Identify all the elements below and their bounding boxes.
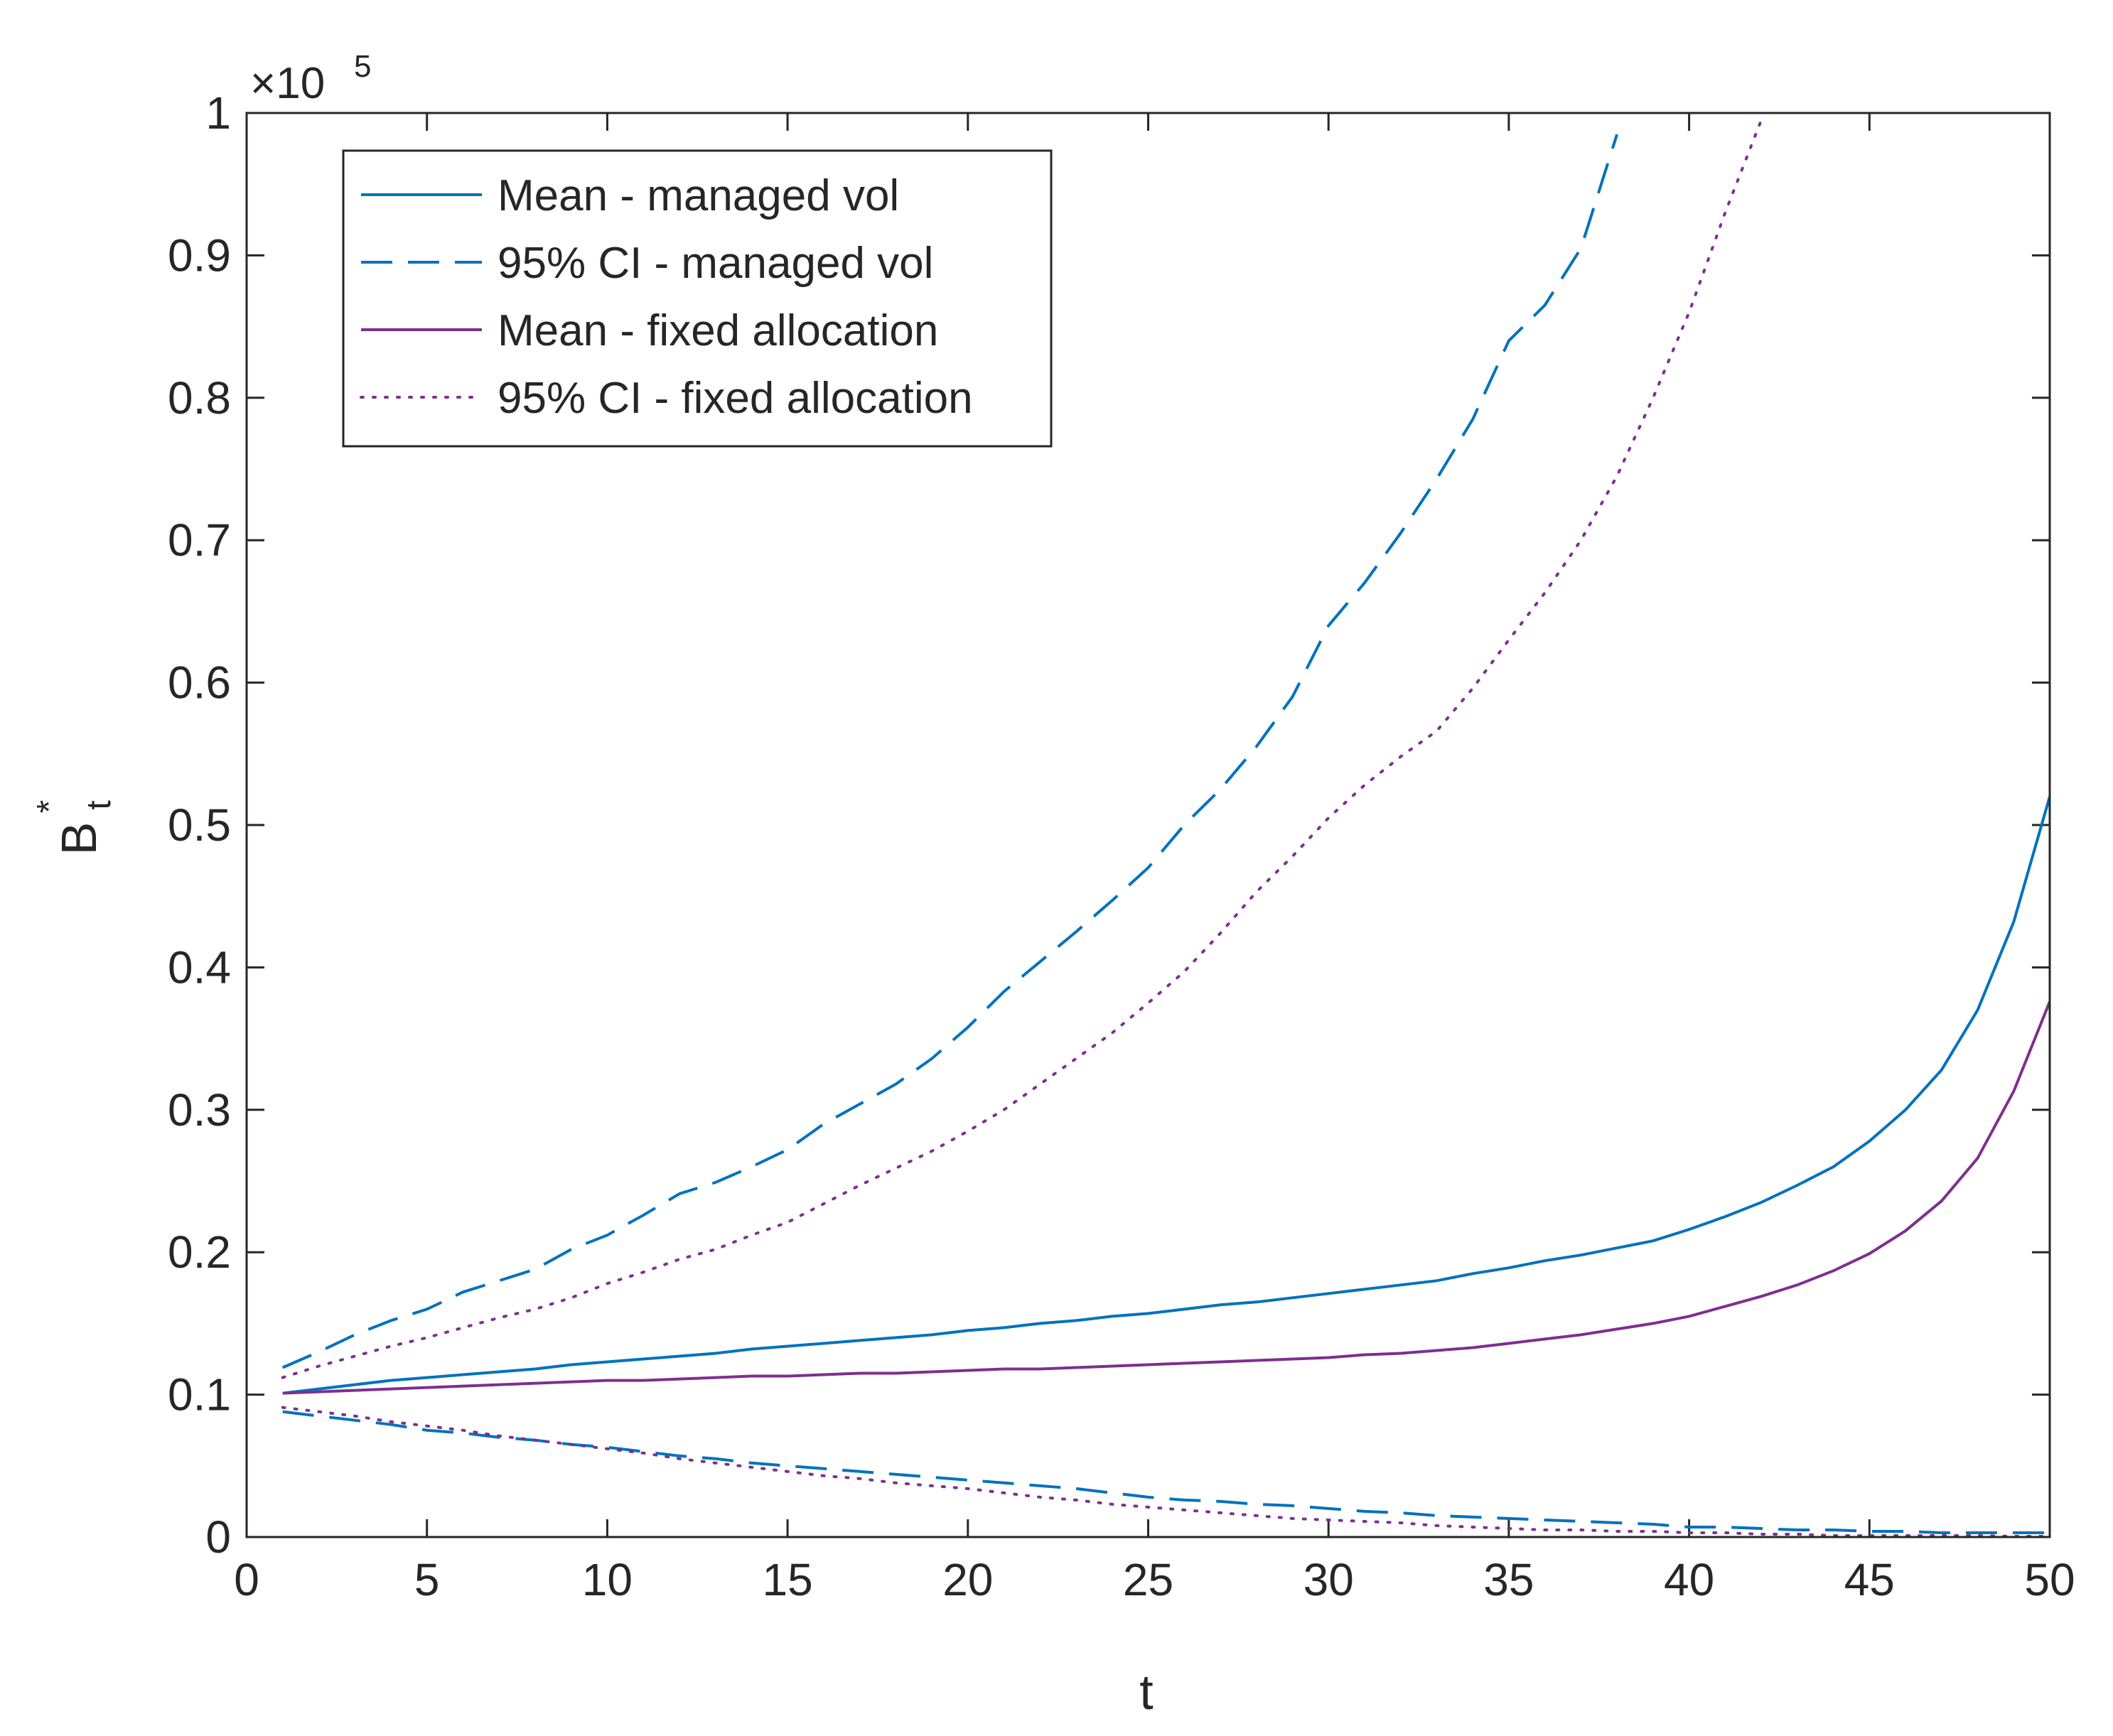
x-tick-label: 35 bbox=[1483, 1554, 1534, 1605]
legend-label: Mean - fixed allocation bbox=[498, 306, 938, 355]
x-tick-label: 20 bbox=[942, 1554, 993, 1605]
series-line bbox=[282, 1001, 2050, 1395]
y-tick-label: 0.6 bbox=[168, 657, 231, 708]
y-exponent: 5 bbox=[354, 49, 371, 84]
legend-label: 95% CI - managed vol bbox=[498, 239, 933, 288]
x-tick-label: 50 bbox=[2024, 1554, 2075, 1605]
x-tick-label: 25 bbox=[1123, 1554, 1173, 1605]
y-tick-label: 0.5 bbox=[168, 799, 231, 851]
y-tick-label: 0.4 bbox=[168, 942, 231, 993]
lines bbox=[281, 119, 2050, 1537]
x-tick-label: 0 bbox=[234, 1554, 259, 1605]
axes-box bbox=[245, 112, 2051, 1538]
y-tick-label: 0.3 bbox=[168, 1084, 231, 1136]
series-line bbox=[281, 119, 1763, 1379]
x-tick-label: 5 bbox=[414, 1554, 440, 1605]
y-axis-label-subscript: t bbox=[80, 800, 118, 809]
series-line bbox=[282, 796, 2050, 1395]
y-tick-label: 0.8 bbox=[168, 372, 231, 424]
x-tick-label: 30 bbox=[1303, 1554, 1354, 1605]
y-tick-label: 0.2 bbox=[168, 1226, 231, 1278]
y-tick-label: 0.9 bbox=[168, 230, 231, 281]
x-axis-label: t bbox=[1139, 1664, 1153, 1720]
y-axis-label-superscript: * bbox=[31, 800, 68, 814]
y-tick-label: 0 bbox=[205, 1511, 231, 1563]
x-tick-label: 45 bbox=[1844, 1554, 1895, 1605]
legend-box bbox=[342, 149, 1053, 448]
legend: Mean - managed vol 95% CI - managed vol Me… bbox=[342, 149, 1053, 448]
y-axis-label: B bbox=[51, 822, 107, 856]
series-line bbox=[281, 134, 1619, 1369]
ticks: 0 5 10 15 20 25 30 35 40 45 50 0 0.1 0.2 0.3 0.4 0.5 0.6 0… bbox=[168, 87, 2075, 1605]
y-tick-label: 0.7 bbox=[168, 514, 231, 566]
legend-label: Mean - managed vol bbox=[498, 171, 899, 220]
x-tick-label: 10 bbox=[582, 1554, 633, 1605]
y-tick-label: 1 bbox=[205, 87, 231, 139]
series-line bbox=[282, 1410, 2050, 1534]
y-tick-label: 0.1 bbox=[168, 1369, 231, 1420]
x-tick-label: 15 bbox=[763, 1554, 813, 1605]
y-axis-label-group: B * t bbox=[31, 800, 118, 856]
y-multiplier: ×10 bbox=[250, 59, 325, 108]
legend-label: 95% CI - fixed allocation bbox=[498, 374, 973, 423]
x-tick-label: 40 bbox=[1664, 1554, 1714, 1605]
